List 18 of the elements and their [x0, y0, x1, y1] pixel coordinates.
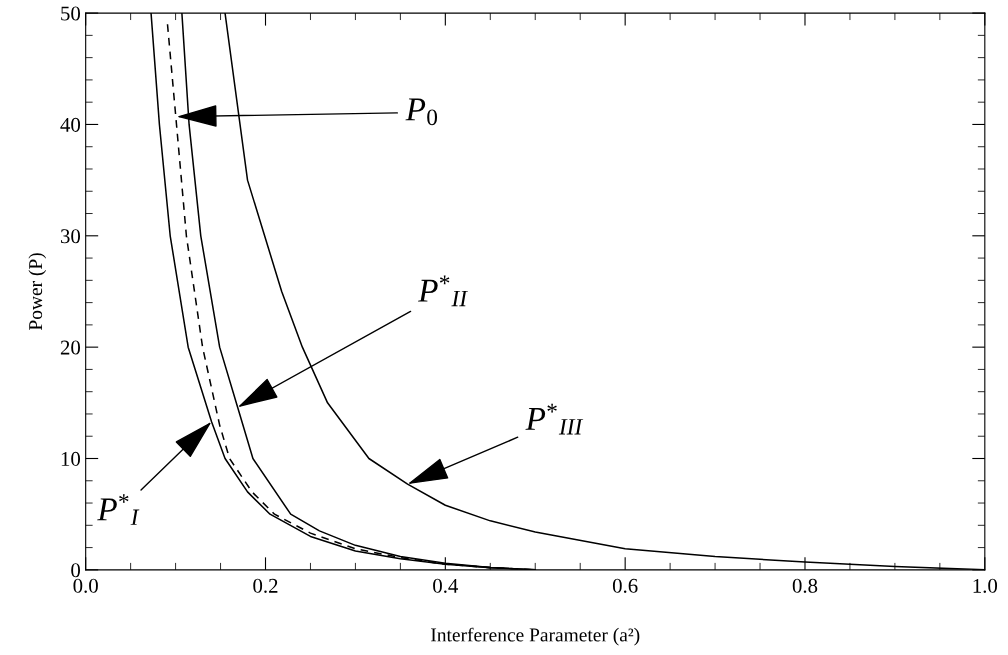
y-tick-label: 40 [60, 117, 81, 132]
x-tick-label: 0.6 [612, 578, 638, 593]
annotation: P$^{*}$$_{I}$ [97, 494, 140, 525]
x-tick-label: 0.2 [253, 578, 278, 593]
x-axis-title: Interference Parameter (a²) [431, 627, 640, 646]
annotation: P$^{*}$$_{III}$ [525, 403, 584, 435]
x-tick-label: 0.8 [792, 578, 818, 593]
annotation: P$^{*}$$_{II}$ [418, 275, 468, 307]
y-tick-label: 10 [61, 451, 81, 466]
y-tick-label: 0 [71, 563, 81, 578]
x-tick-label: 0.4 [433, 578, 459, 593]
y-tick-label: 50 [61, 6, 81, 21]
y-axis-title: Power (P) [28, 253, 47, 331]
x-tick-label: 1.0 [973, 578, 998, 593]
x-tick-label: 0.0 [73, 578, 98, 593]
y-tick-label: 30 [60, 229, 81, 244]
annotation: P$_{0}$ [405, 98, 438, 126]
y-tick-label: 20 [60, 340, 81, 355]
